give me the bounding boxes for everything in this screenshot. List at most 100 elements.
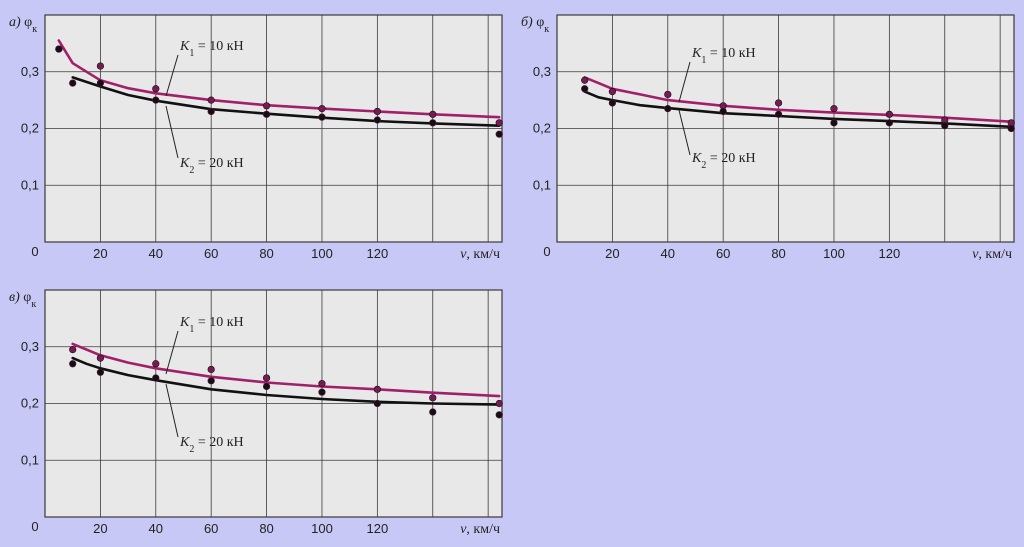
data-point-k1 — [373, 107, 381, 116]
data-point-k1 — [96, 62, 104, 70]
data-point-k1 — [495, 119, 503, 127]
x-tick-label: 120 — [879, 246, 901, 261]
data-point-k1 — [262, 102, 271, 110]
data-point-k1 — [318, 380, 326, 388]
x-axis-label: v, км/ч — [460, 522, 500, 537]
panel-letter-y-axis-label: в) φк — [9, 290, 36, 310]
data-point-k1 — [69, 345, 77, 354]
data-point-k2 — [941, 122, 949, 130]
x-axis-label: v, км/ч — [460, 247, 500, 262]
data-point-k2 — [774, 110, 783, 118]
data-point-k2 — [830, 119, 838, 127]
annotation-k1: K1 = 10 кН — [691, 46, 756, 66]
data-point-k2 — [885, 119, 893, 127]
y-tick-label: 0,1 — [533, 177, 551, 192]
panel-letter-y-axis-label: а) φк — [9, 15, 37, 35]
data-point-k2 — [69, 360, 77, 368]
data-point-k1 — [152, 360, 160, 368]
x-tick-label: 80 — [259, 246, 273, 261]
annotation-leader-line — [165, 383, 179, 438]
data-point-k2 — [664, 105, 672, 113]
annotation-leader-line — [678, 61, 691, 103]
x-tick-label: 120 — [367, 521, 389, 536]
origin-label: 0 — [31, 244, 38, 259]
data-point-k1 — [581, 76, 589, 84]
annotation-leader-line — [678, 109, 691, 156]
annotation-k1: K1 = 10 кН — [179, 315, 244, 335]
data-point-k2 — [152, 374, 160, 382]
data-point-k1 — [429, 394, 437, 402]
y-tick-label: 0,1 — [21, 177, 39, 192]
x-tick-label: 100 — [311, 246, 333, 261]
origin-label: 0 — [31, 519, 38, 534]
x-tick-label: 60 — [204, 521, 218, 536]
annotation-k2: K2 = 20 кН — [179, 435, 244, 455]
x-tick-label: 40 — [661, 246, 675, 261]
data-point-k2 — [429, 119, 437, 127]
chart-panel-3: 0,1 0,2 0,3 20 40 60 80 100 120 0 v, км/ч в) φк K1 =… — [9, 289, 503, 537]
x-tick-label: 40 — [149, 246, 163, 261]
x-tick-label: 100 — [311, 521, 333, 536]
annotation-leader-line — [165, 105, 179, 159]
annotation-leader-line — [165, 54, 179, 97]
y-tick-label: 0,1 — [21, 452, 39, 467]
x-tick-label: 20 — [93, 521, 107, 536]
annotation-k1: K1 = 10 кН — [179, 39, 244, 59]
data-point-k1 — [774, 99, 783, 107]
x-tick-label: 60 — [716, 246, 730, 261]
data-point-k2 — [429, 408, 437, 416]
data-point-k2 — [262, 382, 271, 391]
data-point-k1 — [664, 90, 672, 99]
data-point-k2 — [55, 45, 63, 53]
data-point-k2 — [1007, 124, 1015, 133]
data-point-k2 — [719, 107, 727, 116]
data-point-k2 — [318, 388, 326, 396]
data-point-k2 — [495, 130, 503, 138]
chart-panel-2: 0,1 0,2 0,3 20 40 60 80 100 120 0 v, км/ч б) φк K1 =… — [521, 14, 1015, 262]
annotation-k2: K2 = 20 кН — [691, 151, 756, 171]
data-point-k2 — [373, 116, 381, 124]
data-point-k2 — [495, 411, 503, 419]
data-point-k1 — [207, 96, 215, 104]
y-tick-label: 0,2 — [533, 121, 551, 136]
series-line-k2 — [71, 76, 501, 127]
data-point-k1 — [262, 374, 271, 382]
x-tick-label: 60 — [204, 246, 218, 261]
y-tick-label: 0,3 — [21, 64, 39, 79]
data-point-k2 — [373, 399, 381, 408]
data-point-k2 — [96, 368, 104, 376]
annotation-k2: K2 = 20 кН — [179, 156, 244, 176]
data-point-k1 — [96, 354, 104, 362]
data-point-k2 — [96, 79, 104, 87]
data-point-k2 — [608, 99, 616, 107]
x-tick-label: 120 — [367, 246, 389, 261]
x-tick-label: 20 — [605, 246, 619, 261]
data-point-k1 — [495, 399, 503, 408]
data-point-k2 — [69, 79, 77, 87]
y-tick-label: 0,2 — [21, 396, 39, 411]
series-line-k1 — [71, 342, 501, 398]
x-tick-label: 80 — [259, 521, 273, 536]
y-tick-label: 0,3 — [533, 64, 551, 79]
data-point-k2 — [262, 110, 271, 118]
data-point-k2 — [207, 107, 215, 116]
data-point-k1 — [885, 110, 893, 118]
data-point-k2 — [207, 377, 215, 385]
data-point-k2 — [581, 85, 589, 93]
data-point-k1 — [373, 385, 381, 393]
data-point-k1 — [152, 85, 160, 93]
x-tick-label: 100 — [823, 246, 845, 261]
panel-letter-y-axis-label: б) φк — [521, 15, 549, 35]
x-tick-label: 20 — [93, 246, 107, 261]
data-point-k2 — [152, 96, 160, 104]
data-point-k1 — [429, 110, 437, 118]
data-point-k1 — [318, 105, 326, 113]
annotation-leader-line — [165, 330, 179, 375]
chart-panel-1: 0,1 0,2 0,3 20 40 60 80 100 120 0 v, км/ч а) φк K1 =… — [9, 14, 503, 262]
x-axis-label: v, км/ч — [972, 247, 1012, 262]
y-tick-label: 0,2 — [21, 121, 39, 136]
series-line-k2 — [71, 356, 501, 406]
x-tick-label: 40 — [149, 521, 163, 536]
x-tick-label: 80 — [771, 246, 785, 261]
